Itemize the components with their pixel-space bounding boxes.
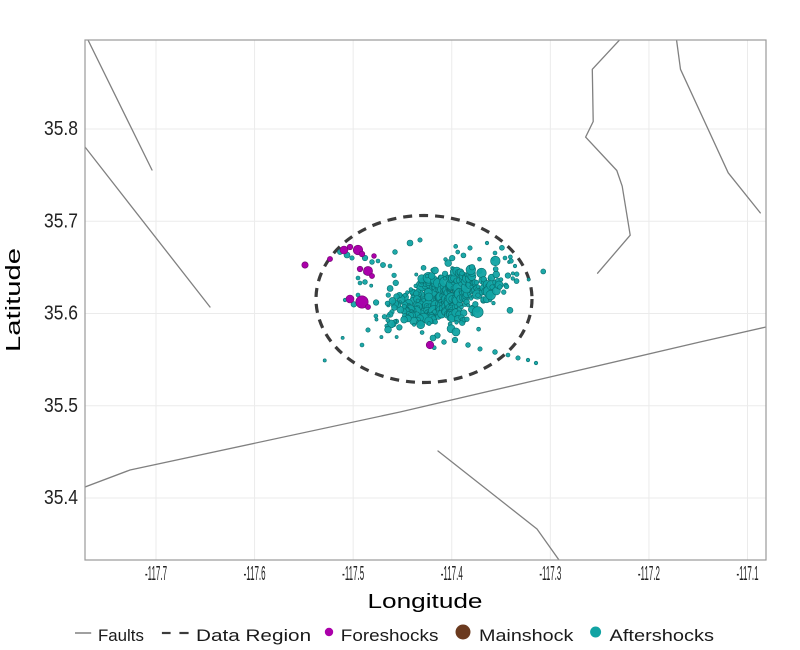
svg-text:35.4: 35.4 [44, 487, 78, 509]
svg-text:35.8: 35.8 [44, 118, 78, 140]
svg-text:Longitude: Longitude [368, 591, 483, 613]
svg-text:-117.6: -117.6 [244, 563, 266, 585]
svg-text:Aftershocks: Aftershocks [610, 626, 715, 645]
svg-text:Latitude: Latitude [3, 248, 25, 352]
svg-text:Faults: Faults [98, 626, 144, 645]
svg-text:35.6: 35.6 [44, 303, 78, 325]
svg-text:-117.4: -117.4 [441, 563, 463, 585]
svg-text:-117.1: -117.1 [737, 563, 759, 585]
svg-text:Mainshock: Mainshock [479, 626, 574, 645]
svg-text:-117.5: -117.5 [342, 563, 364, 585]
svg-text:35.7: 35.7 [44, 210, 78, 232]
svg-text:-117.7: -117.7 [145, 563, 167, 585]
svg-text:Foreshocks: Foreshocks [341, 626, 439, 645]
svg-text:35.5: 35.5 [44, 395, 78, 417]
svg-text:-117.3: -117.3 [539, 563, 561, 585]
svg-text:Data Region: Data Region [196, 626, 311, 645]
svg-text:-117.2: -117.2 [638, 563, 660, 585]
